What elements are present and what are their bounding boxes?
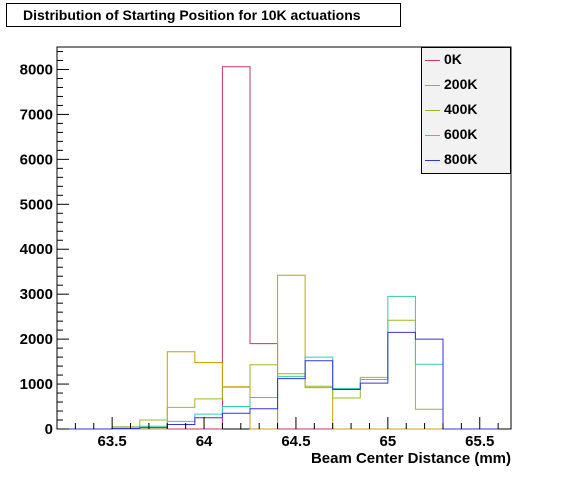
y-tick-label: 2000 <box>20 331 53 348</box>
y-tick-label: 3000 <box>20 286 53 303</box>
legend-label: 600K <box>444 126 478 142</box>
x-axis-title: Beam Center Distance (mm) <box>310 450 511 467</box>
legend-item-0k: 0K <box>422 48 510 73</box>
y-tick-label: 8000 <box>20 61 53 78</box>
x-tick-label: 63.5 <box>98 433 127 450</box>
legend-label: 400K <box>444 101 478 117</box>
legend-item-600k: 600K <box>422 123 510 148</box>
series-200k-line <box>57 274 499 430</box>
legend-swatch <box>425 60 440 61</box>
axis-layer: 0 1000 2000 3000 4000 5000 6000 7000 8000 63.5 64 6… <box>20 50 499 450</box>
legend-swatch <box>425 160 440 161</box>
y-tick-label: 5000 <box>20 196 53 213</box>
legend: 0K 200K 400K 600K 800K <box>421 47 511 174</box>
y-tick-label: 6000 <box>20 151 53 168</box>
y-tick-label: 0 <box>45 421 53 438</box>
legend-item-800k: 800K <box>422 148 510 173</box>
x-tick-label: 65.5 <box>465 433 494 450</box>
legend-swatch <box>425 135 440 136</box>
legend-item-400k: 400K <box>422 98 510 123</box>
legend-label: 0K <box>444 51 462 67</box>
y-tick-label: 1000 <box>20 376 53 393</box>
legend-swatch <box>425 110 440 111</box>
legend-swatch <box>425 85 440 86</box>
y-tick-label: 7000 <box>20 106 53 123</box>
x-tick-label: 65 <box>380 433 397 450</box>
x-tick-label: 64 <box>196 433 213 450</box>
y-tick-label: 4000 <box>20 241 53 258</box>
series-800k-line <box>57 331 499 430</box>
chart-title: Distribution of Starting Position for 10… <box>6 3 401 27</box>
legend-label: 200K <box>444 76 478 92</box>
x-tick-label: 64.5 <box>281 433 310 450</box>
legend-item-200k: 200K <box>422 73 510 98</box>
series-layer <box>57 66 499 430</box>
legend-label: 800K <box>444 151 478 167</box>
